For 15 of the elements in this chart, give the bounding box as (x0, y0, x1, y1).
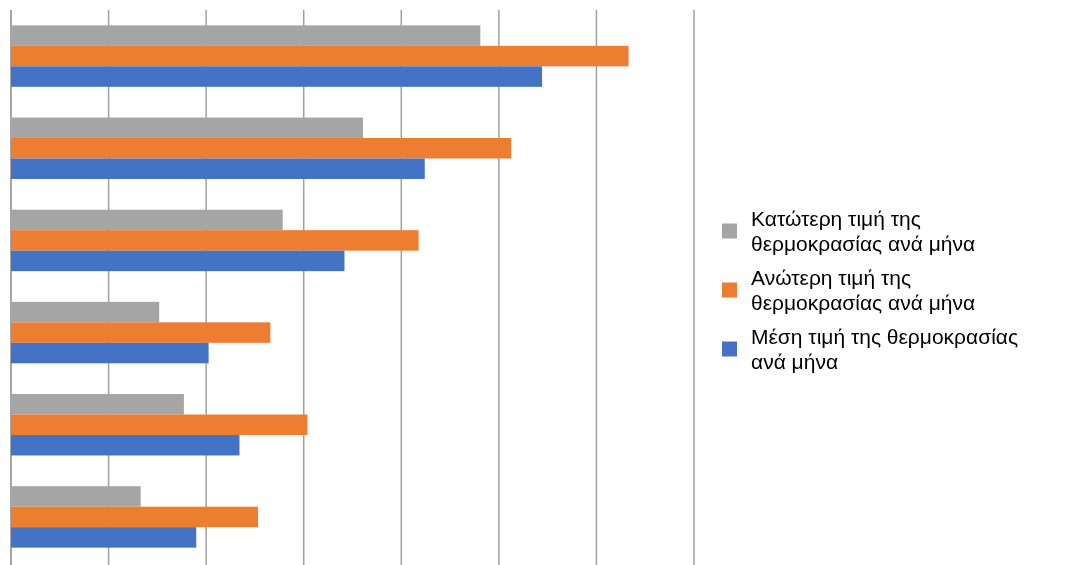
bar (11, 527, 197, 548)
legend-label: Κατώτερη τιμή της θερμοκρασίας ανά μήνα (751, 207, 976, 255)
bar (11, 414, 308, 435)
bar (11, 45, 629, 67)
bar (11, 506, 259, 528)
bar (11, 158, 425, 179)
bar (11, 342, 209, 364)
bar (11, 138, 512, 159)
legend-label: Ανώτερη τιμή της θερμοκρασίας ανά μήνα (751, 266, 976, 314)
bar (11, 434, 240, 456)
bar (11, 66, 543, 87)
bar (11, 230, 419, 251)
bar (11, 250, 345, 272)
bar (11, 322, 271, 343)
legend-label: Μέση τιμή της θερμοκρασίας ανά μήνα (751, 325, 1019, 373)
